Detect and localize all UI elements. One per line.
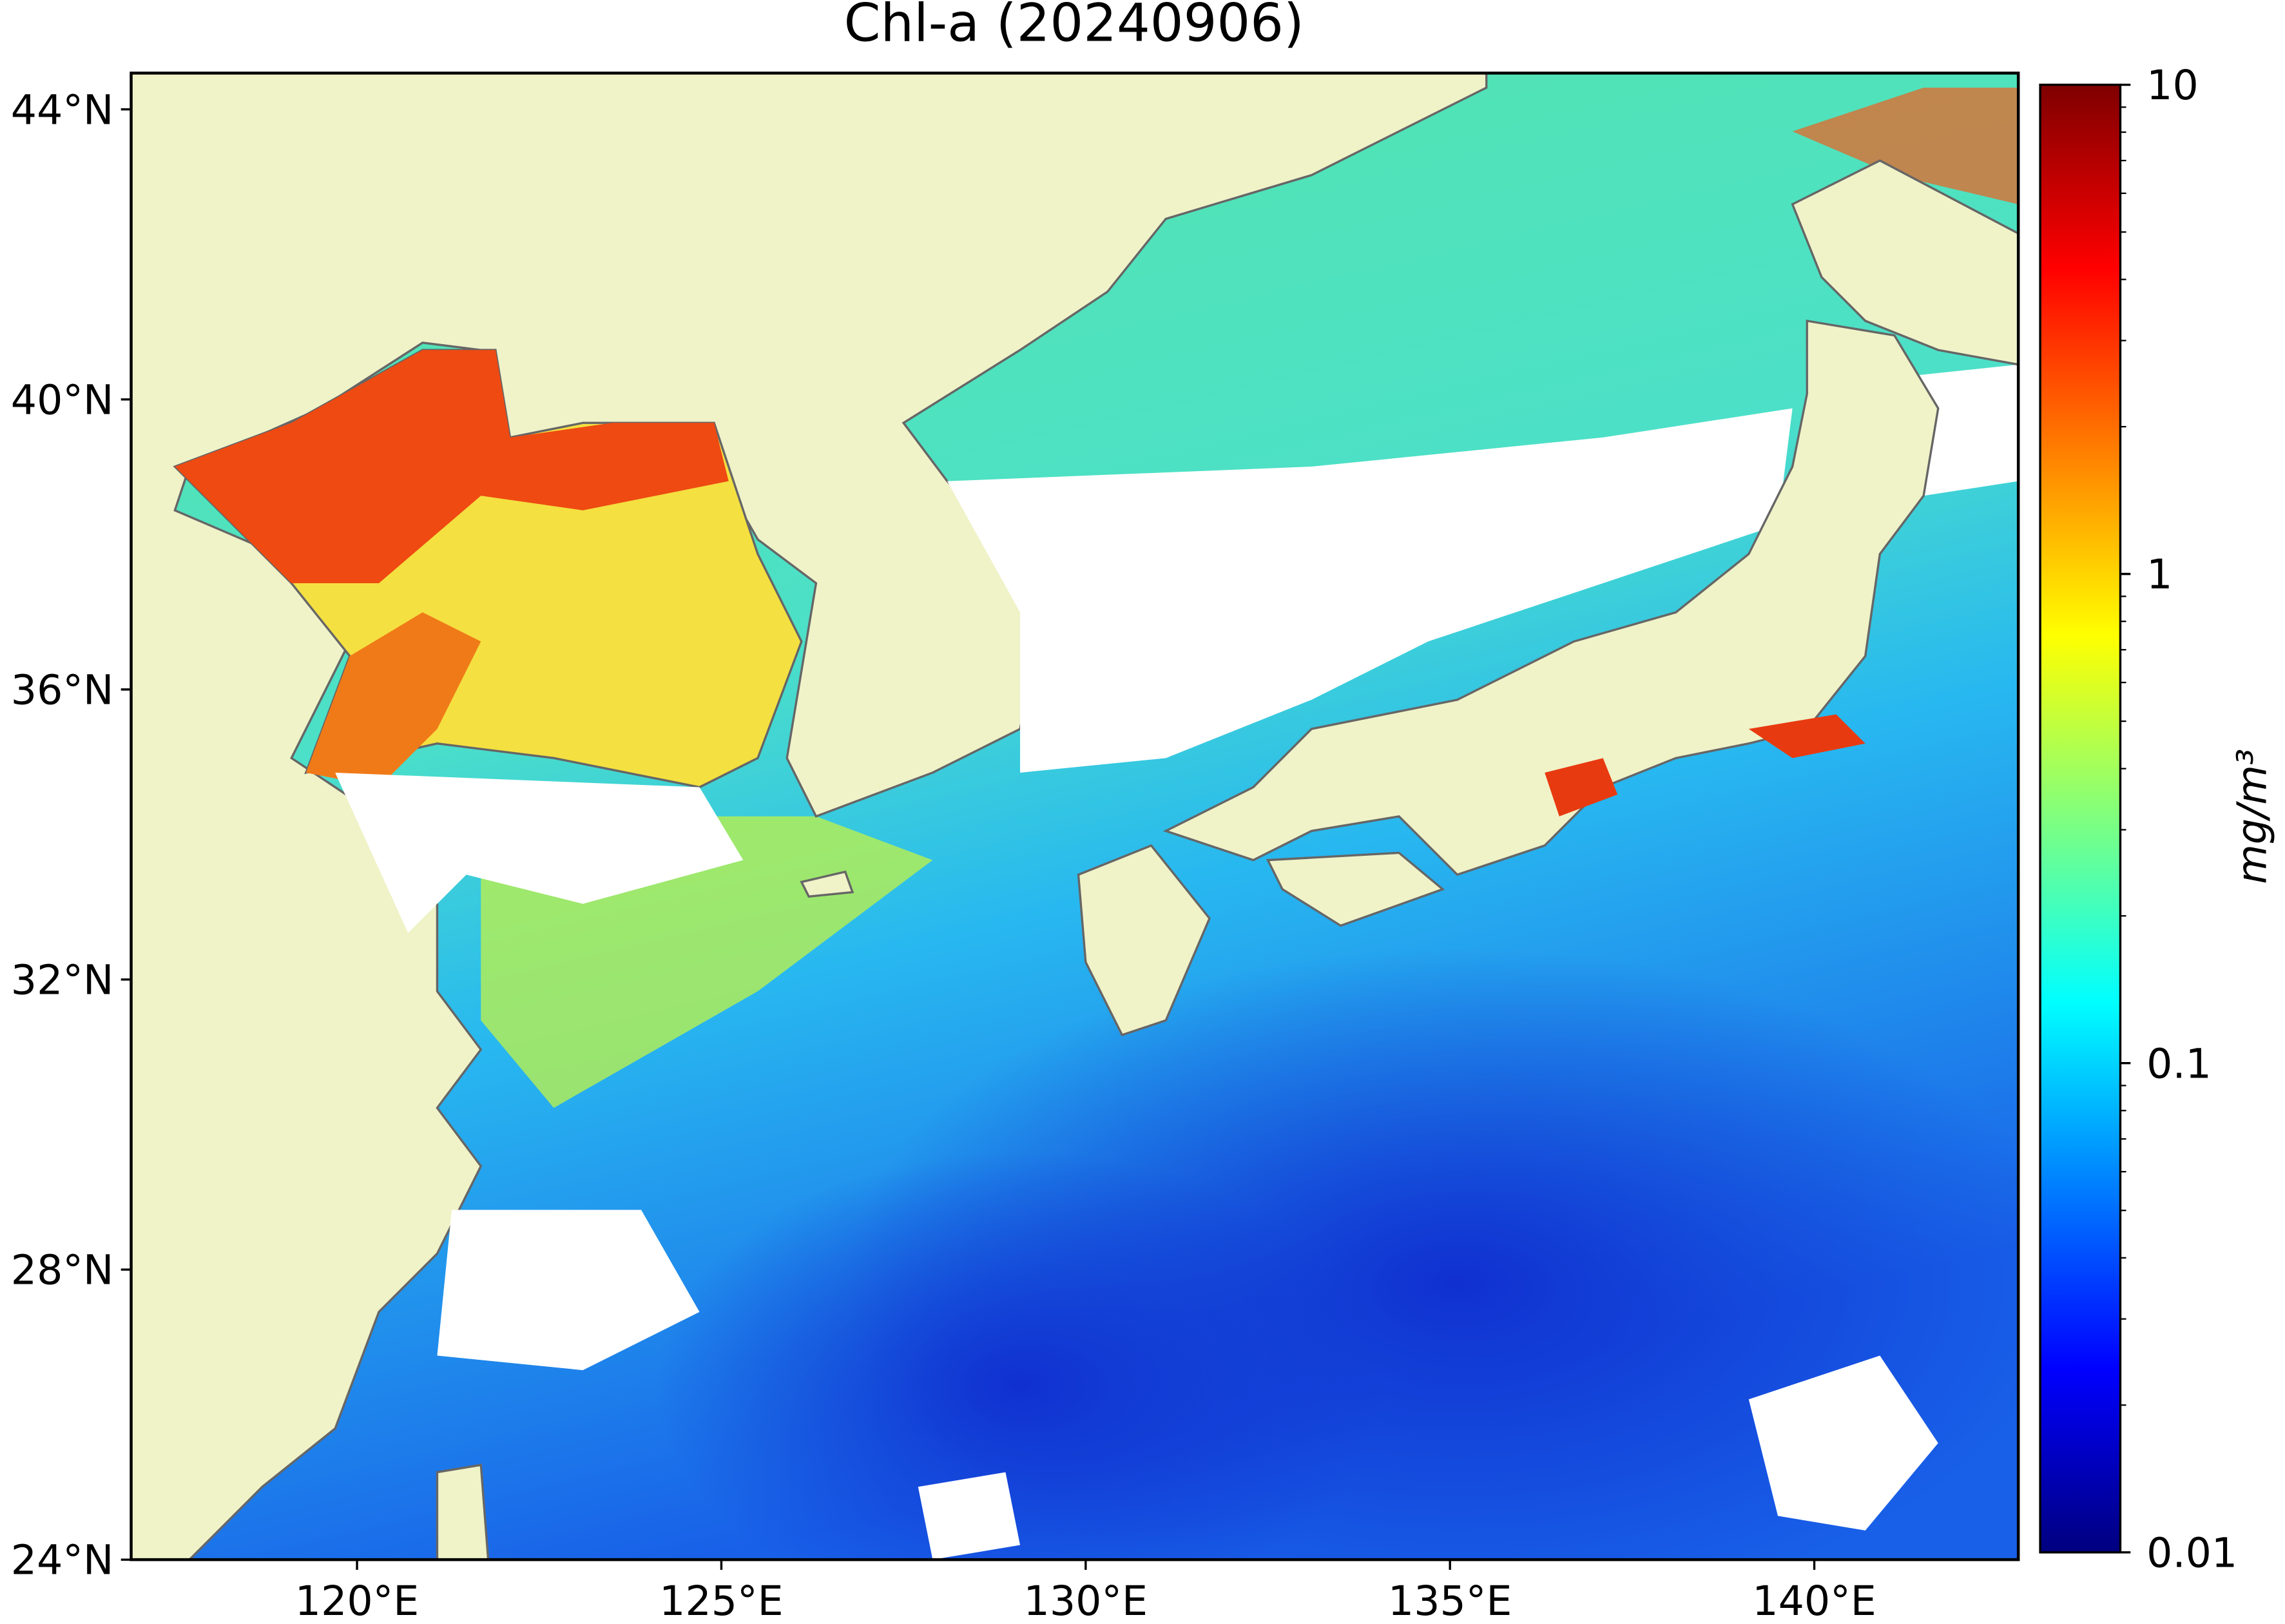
y-tick-label: 32°N	[11, 956, 114, 1004]
y-tick-label: 28°N	[11, 1246, 114, 1294]
axes: 120°E 125°E 130°E 135°E 140°E 24°N 28°N 32°N 36°…	[11, 61, 2237, 1624]
cloud	[947, 408, 1793, 773]
plot-frame	[130, 72, 2020, 1561]
low-chl-area	[655, 1152, 1385, 1560]
cloud	[1748, 1355, 1938, 1531]
colorbar	[2039, 83, 2122, 1554]
coastal-chl	[1792, 88, 2019, 204]
colorbar-tick-label: 0.1	[2146, 1039, 2212, 1087]
land	[436, 1464, 490, 1560]
coastal-chl	[305, 612, 481, 788]
land	[1162, 319, 1940, 876]
x-tick-label: 120°E	[295, 1577, 419, 1624]
cloud	[437, 1210, 700, 1371]
coastal-chl	[1545, 714, 1866, 817]
y-tick-label: 24°N	[11, 1536, 114, 1584]
chart-title: Chl-a (20240906)	[844, 0, 1304, 54]
land	[1266, 851, 1445, 927]
cloud	[918, 1472, 1021, 1560]
cloud	[335, 772, 744, 933]
colorbar-tick-label: 0.01	[2146, 1529, 2237, 1576]
colorbar-label: mg/m³	[2228, 749, 2276, 884]
colorbar-tick-label: 1	[2146, 550, 2172, 598]
land	[131, 73, 1488, 1560]
map	[131, 73, 2019, 1560]
x-tick-label: 130°E	[1024, 1577, 1148, 1624]
land	[1791, 159, 2019, 366]
colorbar-tick-label: 10	[2146, 61, 2199, 109]
x-tick-label: 140°E	[1752, 1577, 1876, 1624]
bohai-sea	[175, 350, 729, 583]
x-tick-label: 135°E	[1388, 1577, 1512, 1624]
land	[1077, 844, 1211, 1037]
land	[800, 870, 854, 898]
y-tick-label: 36°N	[11, 666, 114, 713]
y-tick-label: 44°N	[11, 86, 114, 133]
x-tick-label: 125°E	[659, 1577, 784, 1624]
y-tick-label: 40°N	[11, 376, 114, 423]
